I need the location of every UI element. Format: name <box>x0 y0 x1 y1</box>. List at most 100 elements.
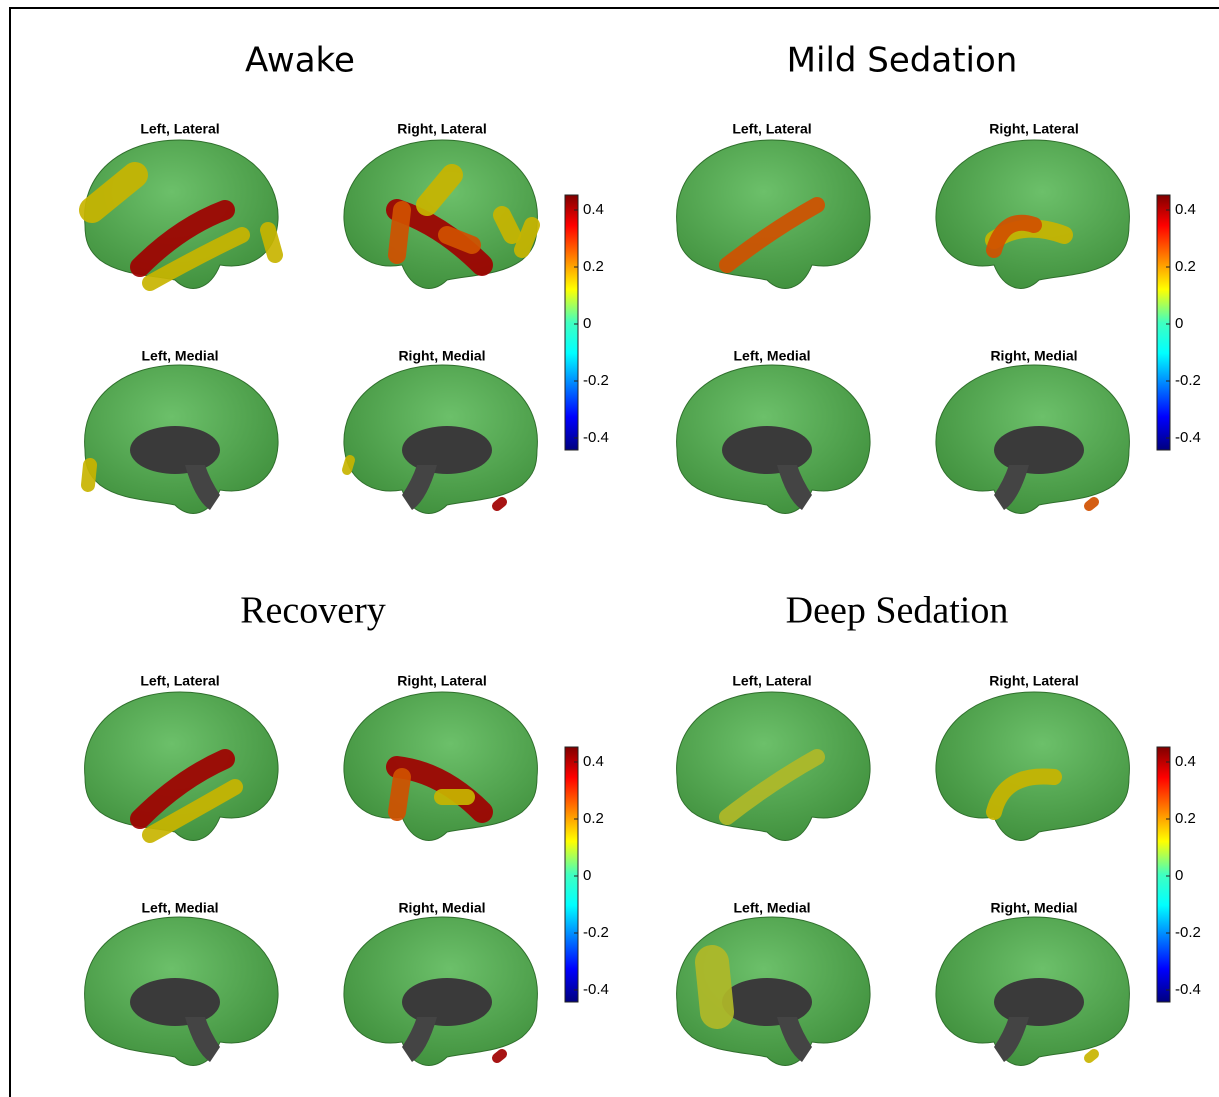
brainstem <box>185 465 220 510</box>
colorbar-tick-label: 0.2 <box>1175 810 1196 827</box>
brain <box>935 691 1130 841</box>
colorbar-tick-label: 0 <box>583 867 591 884</box>
view-label: Right, Medial <box>398 900 485 916</box>
region <box>719 749 825 825</box>
colorbar-tick-label: 0.4 <box>1175 201 1196 218</box>
medial-wall <box>722 426 812 474</box>
view-label: Right, Lateral <box>989 121 1078 137</box>
region <box>386 756 493 823</box>
region <box>514 217 540 258</box>
colorbar-tick-label: 0 <box>1175 315 1183 332</box>
colorbar-tick-label: 0.2 <box>583 258 604 275</box>
region <box>388 201 411 264</box>
view-label: Right, Medial <box>990 348 1077 364</box>
colorbar-tick-label: -0.2 <box>583 372 609 389</box>
brainstem <box>185 1017 220 1062</box>
view-label: Left, Medial <box>141 348 218 364</box>
brainstem <box>994 1017 1029 1062</box>
view-label: Left, Lateral <box>732 121 811 137</box>
colorbar-tick-label: 0 <box>583 315 591 332</box>
colorbar-tick-label: 0.2 <box>1175 258 1196 275</box>
colorbar-tick-label: 0.4 <box>583 201 604 218</box>
colorbar-tick-label: -0.4 <box>1175 981 1201 998</box>
panel-title: Mild Sedation <box>787 41 1018 81</box>
cortex <box>343 691 538 841</box>
colorbar-tick-label: -0.2 <box>1175 372 1201 389</box>
brain <box>343 691 538 841</box>
colorbar <box>1156 746 1171 1003</box>
region <box>388 768 411 821</box>
region <box>492 1049 507 1063</box>
brain <box>84 916 279 1066</box>
region <box>342 455 355 475</box>
view-label: Right, Lateral <box>397 673 486 689</box>
region <box>79 162 148 223</box>
region <box>986 768 1062 820</box>
view-label: Left, Medial <box>733 348 810 364</box>
colorbar <box>1156 194 1171 451</box>
view-label: Left, Lateral <box>732 673 811 689</box>
region <box>130 749 235 829</box>
cortex <box>935 139 1130 289</box>
view-label: Right, Medial <box>990 900 1077 916</box>
brain <box>676 139 871 289</box>
brain <box>935 916 1130 1066</box>
cortex <box>935 691 1130 841</box>
medial-wall <box>130 978 220 1026</box>
region <box>492 497 507 511</box>
colorbar <box>564 746 579 1003</box>
brain <box>343 916 538 1066</box>
brainstem <box>777 465 812 510</box>
region <box>81 458 97 492</box>
brain <box>342 364 538 514</box>
colorbar-tick-label: -0.4 <box>583 429 609 446</box>
region <box>142 779 243 843</box>
colorbar-tick-label: 0.4 <box>1175 753 1196 770</box>
medial-wall <box>130 426 220 474</box>
medial-wall <box>722 978 812 1026</box>
cortex <box>676 691 871 841</box>
brain <box>676 364 871 514</box>
brain <box>676 916 871 1066</box>
view-label: Right, Medial <box>398 348 485 364</box>
brain <box>81 364 279 514</box>
region <box>142 227 250 291</box>
brain <box>935 364 1130 514</box>
medial-wall <box>994 426 1084 474</box>
region <box>986 214 1042 258</box>
frame <box>9 7 1219 1097</box>
brainstem <box>994 465 1029 510</box>
colorbar-tick-label: -0.2 <box>1175 924 1201 941</box>
view-label: Left, Lateral <box>140 673 219 689</box>
brain <box>84 691 279 843</box>
region <box>438 226 481 254</box>
region <box>719 197 825 273</box>
medial-wall <box>402 978 492 1026</box>
colorbar-tick-label: 0 <box>1175 867 1183 884</box>
brainstem <box>402 465 437 510</box>
region <box>493 206 521 244</box>
colorbar-tick-label: -0.4 <box>583 981 609 998</box>
region <box>260 222 283 263</box>
view-label: Right, Lateral <box>397 121 486 137</box>
brain <box>343 139 540 289</box>
view-label: Right, Lateral <box>989 673 1078 689</box>
panel-title: Recovery <box>240 590 386 632</box>
brain <box>79 139 283 291</box>
panel-title: Deep Sedation <box>786 590 1009 632</box>
brain <box>676 691 871 841</box>
region <box>130 200 235 277</box>
brain <box>935 139 1130 289</box>
view-label: Left, Medial <box>141 900 218 916</box>
colorbar-tick-label: 0.2 <box>583 810 604 827</box>
brainstem <box>777 1017 812 1062</box>
region <box>1084 1049 1099 1063</box>
colorbar-tick-label: 0.4 <box>583 753 604 770</box>
colorbar-tick-label: -0.2 <box>583 924 609 941</box>
colorbar <box>564 194 579 451</box>
region <box>695 945 734 1029</box>
region <box>1084 497 1099 511</box>
panel-title: Awake <box>245 41 355 81</box>
cortex <box>676 139 871 289</box>
